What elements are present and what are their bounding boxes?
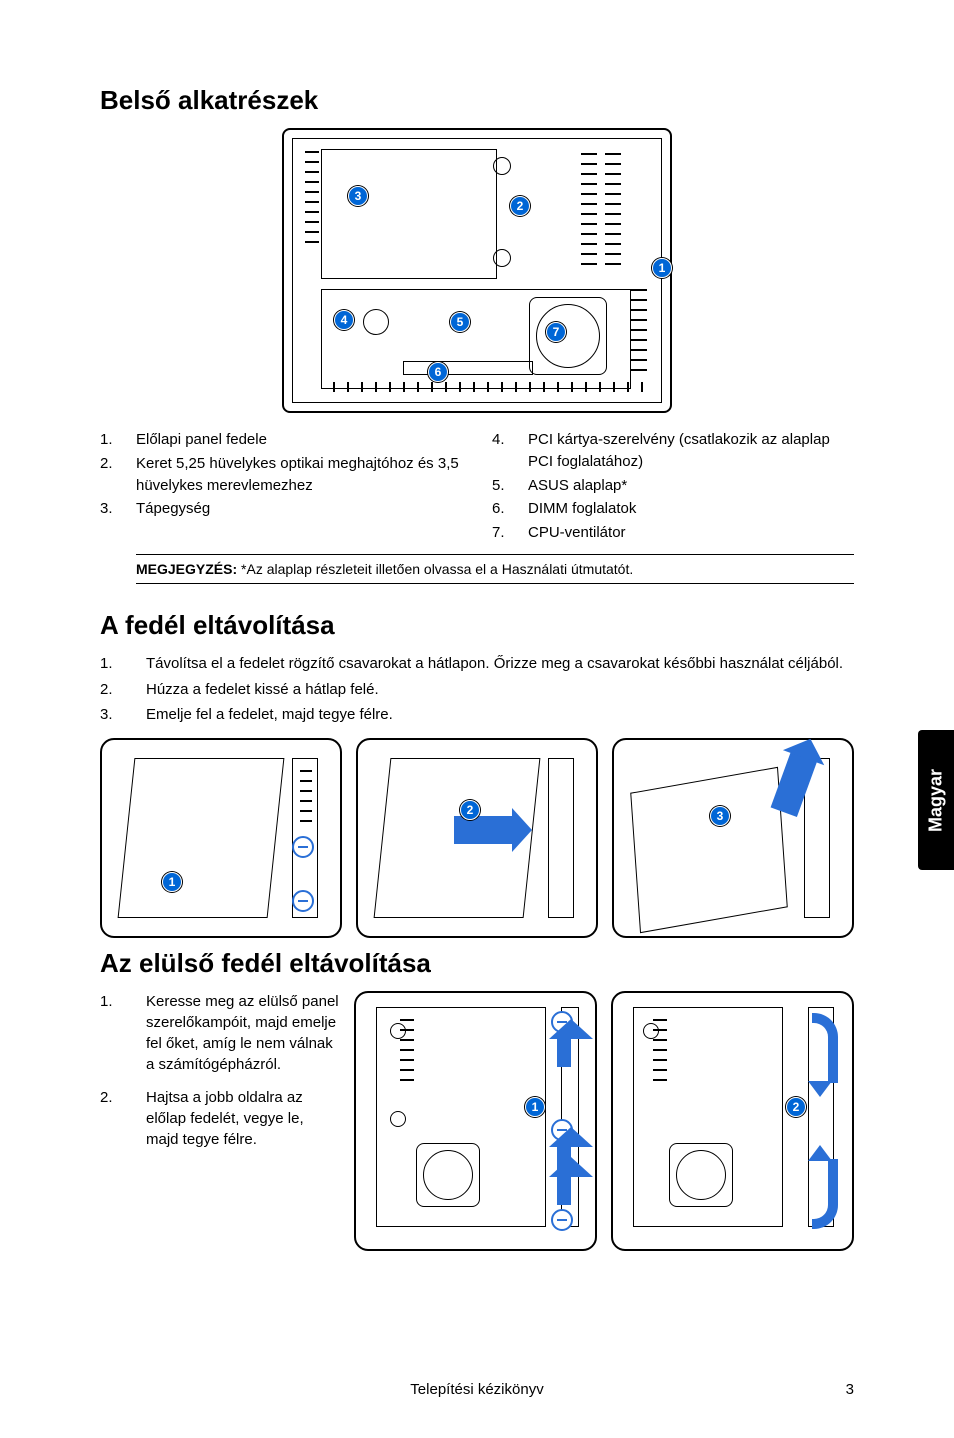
legend-text: DIMM foglalatok bbox=[528, 498, 636, 520]
step-number: 2. bbox=[100, 679, 146, 701]
legend-item: 1.Előlapi panel fedele bbox=[100, 429, 462, 451]
callout-6: 6 bbox=[428, 362, 448, 382]
step-item: 2.Hajtsa a jobb oldalra az előlap fedelé… bbox=[100, 1087, 340, 1150]
legend-text: CPU-ventilátor bbox=[528, 522, 626, 544]
steps-remove-cover: 1.Távolítsa el a fedelet rögzítő csavaro… bbox=[100, 653, 854, 726]
figure-front-cover-step2: 2 bbox=[611, 991, 854, 1251]
figure-cover-step3: 3 bbox=[612, 738, 854, 938]
legend-item: 5.ASUS alaplap* bbox=[492, 475, 854, 497]
page-footer: Telepítési kézikönyv 3 bbox=[0, 1381, 954, 1398]
step-item: 3.Emelje fel a fedelet, majd tegye félre… bbox=[100, 704, 854, 726]
legend-text: Előlapi panel fedele bbox=[136, 429, 267, 451]
callout-1: 1 bbox=[652, 258, 672, 278]
step-number: 2. bbox=[100, 1087, 146, 1150]
cpu-fan bbox=[669, 1143, 733, 1207]
cpu-fan bbox=[529, 297, 607, 375]
case-side bbox=[118, 758, 285, 918]
figure-callout-2: 2 bbox=[786, 1097, 806, 1117]
rear-ports bbox=[300, 770, 312, 830]
front-cover-section: 1.Keresse meg az elülső panel szerelőkam… bbox=[100, 991, 854, 1251]
callout-5: 5 bbox=[450, 312, 470, 332]
dimm-slots bbox=[403, 361, 533, 375]
legend-text: PCI kártya-szerelvény (csatlakozik az al… bbox=[528, 429, 854, 473]
callout-2: 2 bbox=[510, 196, 530, 216]
step-item: 1.Távolítsa el a fedelet rögzítő csavaro… bbox=[100, 653, 854, 675]
legend-item: 2.Keret 5,25 hüvelykes optikai meghajtóh… bbox=[100, 453, 462, 497]
heading-remove-front-cover: Az elülső fedél eltávolítása bbox=[100, 948, 854, 979]
step-number: 1. bbox=[100, 653, 146, 675]
legend-item: 4.PCI kártya-szerelvény (csatlakozik az … bbox=[492, 429, 854, 473]
case-cover-lifted bbox=[630, 767, 788, 933]
step-number: 3. bbox=[100, 704, 146, 726]
rear-io-slots bbox=[605, 153, 621, 273]
arrow-swing-icon bbox=[812, 1013, 838, 1083]
cpu-fan bbox=[416, 1143, 480, 1207]
arrow-up-icon bbox=[557, 1175, 571, 1205]
vent-slots-left bbox=[305, 151, 319, 251]
legend-text: ASUS alaplap* bbox=[528, 475, 627, 497]
heading-remove-cover: A fedél eltávolítása bbox=[100, 610, 854, 641]
step-item: 1.Keresse meg az elülső panel szerelőkam… bbox=[100, 991, 340, 1075]
step-text: Húzza a fedelet kissé a hátlap felé. bbox=[146, 679, 379, 701]
legend-number: 6. bbox=[492, 498, 528, 520]
step-item: 2.Húzza a fedelet kissé a hátlap felé. bbox=[100, 679, 854, 701]
note-box: MEGJEGYZÉS: *Az alaplap részleteit illet… bbox=[136, 554, 854, 584]
step-text: Keresse meg az elülső panel szerelőkampó… bbox=[146, 991, 340, 1075]
psu-drivebay-area bbox=[321, 149, 497, 279]
standoff-hole bbox=[493, 157, 511, 175]
rear-io-slots bbox=[581, 153, 597, 273]
legend-columns: 1.Előlapi panel fedele 2.Keret 5,25 hüve… bbox=[100, 429, 854, 546]
diagram-internal-components: 1 2 3 4 5 6 7 bbox=[282, 128, 672, 413]
standoff-hole bbox=[643, 1023, 659, 1039]
figure-callout-1: 1 bbox=[525, 1097, 545, 1117]
note-label: MEGJEGYZÉS: bbox=[136, 561, 237, 577]
expansion-slots bbox=[631, 289, 647, 379]
figure-front-cover-step1: 1 bbox=[354, 991, 597, 1251]
screw-icon bbox=[292, 890, 314, 912]
figure-callout-2: 2 bbox=[460, 800, 480, 820]
legend-number: 1. bbox=[100, 429, 136, 451]
standoff-hole bbox=[390, 1111, 406, 1127]
screw-icon bbox=[292, 836, 314, 858]
steps-remove-front-cover: 1.Keresse meg az elülső panel szerelőkam… bbox=[100, 991, 340, 1251]
language-tab: Magyar bbox=[918, 730, 954, 870]
legend-col-left: 1.Előlapi panel fedele 2.Keret 5,25 hüve… bbox=[100, 429, 462, 546]
legend-item: 6.DIMM foglalatok bbox=[492, 498, 854, 520]
legend-item: 3.Tápegység bbox=[100, 498, 462, 520]
figure-callout-1: 1 bbox=[162, 872, 182, 892]
chassis-outline bbox=[292, 138, 662, 403]
legend-text: Tápegység bbox=[136, 498, 210, 520]
callout-4: 4 bbox=[334, 310, 354, 330]
page-number: 3 bbox=[846, 1381, 854, 1398]
note-text: *Az alaplap részleteit illetően olvassa … bbox=[237, 561, 633, 577]
step-text: Hajtsa a jobb oldalra az előlap fedelét,… bbox=[146, 1087, 340, 1150]
figure-cover-step2: 2 bbox=[356, 738, 598, 938]
footer-title: Telepítési kézikönyv bbox=[410, 1381, 543, 1398]
arrow-right-icon bbox=[454, 816, 514, 844]
legend-number: 5. bbox=[492, 475, 528, 497]
standoff-hole bbox=[390, 1023, 406, 1039]
step-number: 1. bbox=[100, 991, 146, 1075]
legend-number: 7. bbox=[492, 522, 528, 544]
figure-row-cover: 1 2 3 bbox=[100, 738, 854, 938]
hook-clip-icon bbox=[551, 1209, 573, 1231]
callout-7: 7 bbox=[546, 322, 566, 342]
figure-callout-3: 3 bbox=[710, 806, 730, 826]
figure-cover-step1: 1 bbox=[100, 738, 342, 938]
callout-3: 3 bbox=[348, 186, 368, 206]
arrow-up-icon bbox=[557, 1037, 571, 1067]
legend-number: 4. bbox=[492, 429, 528, 473]
step-text: Távolítsa el a fedelet rögzítő csavaroka… bbox=[146, 653, 843, 675]
standoff-hole bbox=[493, 249, 511, 267]
heading-internal-parts: Belső alkatrészek bbox=[100, 85, 854, 116]
legend-item: 7.CPU-ventilátor bbox=[492, 522, 854, 544]
legend-number: 2. bbox=[100, 453, 136, 497]
legend-col-right: 4.PCI kártya-szerelvény (csatlakozik az … bbox=[492, 429, 854, 546]
step-text: Emelje fel a fedelet, majd tegye félre. bbox=[146, 704, 393, 726]
legend-number: 3. bbox=[100, 498, 136, 520]
arrow-swing-icon bbox=[812, 1159, 838, 1229]
mb-hole bbox=[363, 309, 389, 335]
legend-text: Keret 5,25 hüvelykes optikai meghajtóhoz… bbox=[136, 453, 462, 497]
case-rear bbox=[548, 758, 574, 918]
